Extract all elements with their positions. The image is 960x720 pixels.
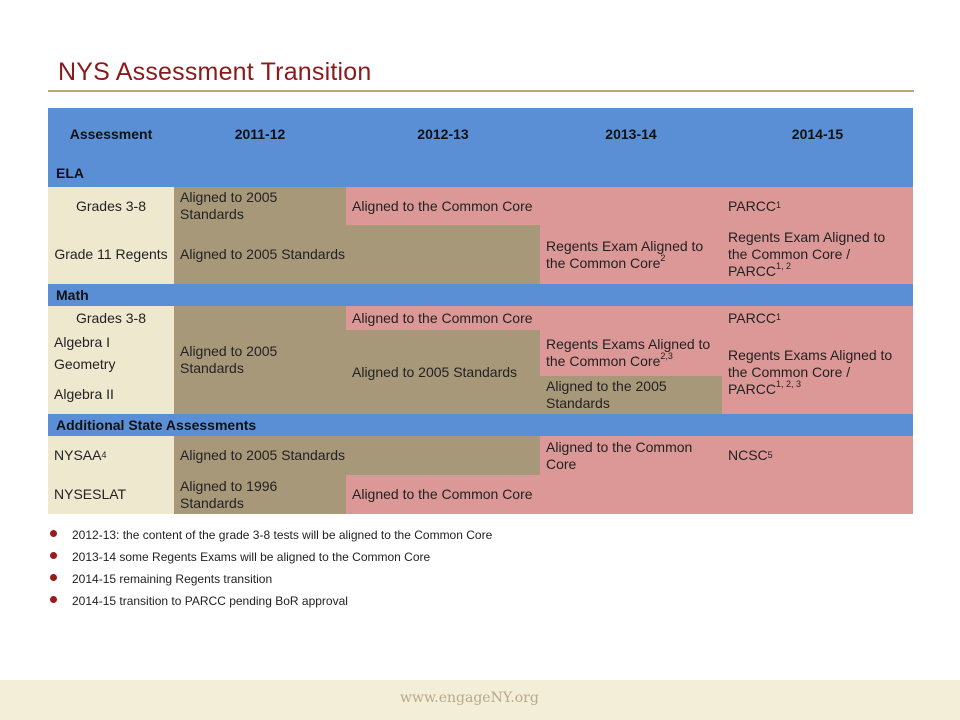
title-divider (48, 90, 914, 92)
note-item: 2014-15 remaining Regents transition (50, 572, 492, 594)
header-assessment: Assessment (48, 108, 174, 160)
nysaa-label-text: NYSAA (54, 447, 102, 463)
assessment-table: Assessment 2011-12 2012-13 2013-14 2014-… (48, 108, 913, 514)
ela-regents-2014-15: Regents Exam Aligned to the Common Core … (722, 225, 913, 284)
note-item: 2014-15 transition to PARCC pending BoR … (50, 594, 492, 616)
row-label-nysaa: NYSAA 4 (48, 436, 174, 475)
math-regents-2014-15-text: Regents Exams Aligned to the Common Core… (728, 346, 893, 397)
bullet-icon (50, 552, 57, 559)
ela-regents-2013-14: Regents Exam Aligned to the Common Core2 (540, 225, 722, 284)
math-grades-2012-14: Aligned to the Common Core (346, 306, 722, 330)
nysaa-2014-15-text: NCSC (728, 447, 768, 463)
footer-url[interactable]: www.engageNY.org (400, 690, 539, 706)
ela-grades-2014-15: PARCC 1 (722, 187, 913, 225)
math-2011-12: Aligned to 2005 Standards (174, 306, 346, 414)
section-additional: Additional State Assessments (48, 414, 913, 436)
label-algebra-1: Algebra I (54, 334, 111, 350)
ela-regents-2013-14-text: Regents Exam Aligned to the Common Core2 (546, 237, 704, 271)
header-2013-14: 2013-14 (540, 108, 722, 160)
nysaa-2011-13: Aligned to 2005 Standards (174, 436, 540, 475)
math-regents-2014-15: Regents Exams Aligned to the Common Core… (722, 330, 913, 414)
note-item: 2013-14 some Regents Exams will be align… (50, 550, 492, 572)
math-regents-2013-14-bottom: Aligned to the 2005 Standards (540, 376, 722, 414)
section-ela: ELA (48, 160, 913, 187)
header-2012-13: 2012-13 (346, 108, 540, 160)
nysaa-2014-15: NCSC 5 (722, 436, 913, 475)
label-algebra-2: Algebra II (54, 386, 114, 402)
note-text: 2013-14 some Regents Exams will be align… (72, 550, 431, 564)
bullet-icon (50, 530, 57, 537)
slide-title: NYS Assessment Transition (58, 58, 372, 86)
ela-grades-2012-14: Aligned to the Common Core (346, 187, 722, 225)
section-math: Math (48, 284, 913, 306)
ela-grades-2014-15-text: PARCC (728, 197, 776, 214)
label-geometry: Geometry (54, 356, 116, 372)
math-regents-2012-13: Aligned to 2005 Standards (346, 330, 540, 414)
math-grades-2014-15: PARCC 1 (722, 306, 913, 330)
ela-regents-2014-15-text: Regents Exam Aligned to the Common Core … (728, 229, 886, 279)
note-text: 2012-13: the content of the grade 3-8 te… (72, 528, 493, 542)
nysaa-2013-14: Aligned to the Common Core (540, 436, 722, 475)
header-2014-15: 2014-15 (722, 108, 913, 160)
math-regents-2013-14-top: Regents Exams Aligned to the Common Core… (540, 330, 722, 376)
math-regents-2013-14-top-text: Regents Exams Aligned to the Common Core… (546, 336, 711, 369)
math-grades-2014-15-text: PARCC (728, 309, 776, 326)
nyseslat-2012-15: Aligned to the Common Core (346, 475, 913, 514)
header-2011-12: 2011-12 (174, 108, 346, 160)
row-label-math-grades: Grades 3-8 (48, 306, 174, 330)
note-text: 2014-15 remaining Regents transition (72, 572, 273, 586)
row-label-nyseslat: NYSESLAT (48, 475, 174, 514)
ela-regents-2011-13: Aligned to 2005 Standards (174, 225, 540, 284)
row-label-ela-regents: Grade 11 Regents (48, 225, 174, 284)
ela-grades-2011-12: Aligned to 2005 Standards (174, 187, 346, 225)
footer-bar: www.engageNY.org (0, 680, 960, 720)
note-text: 2014-15 transition to PARCC pending BoR … (72, 594, 348, 608)
notes-list: 2012-13: the content of the grade 3-8 te… (50, 528, 492, 616)
row-label-ela-grades: Grades 3-8 (48, 187, 174, 225)
nyseslat-2011-12: Aligned to 1996 Standards (174, 475, 346, 514)
row-label-math-regents: Algebra I Geometry Algebra II (48, 330, 174, 414)
bullet-icon (50, 574, 57, 581)
note-item: 2012-13: the content of the grade 3-8 te… (50, 528, 492, 550)
bullet-icon (50, 596, 57, 603)
